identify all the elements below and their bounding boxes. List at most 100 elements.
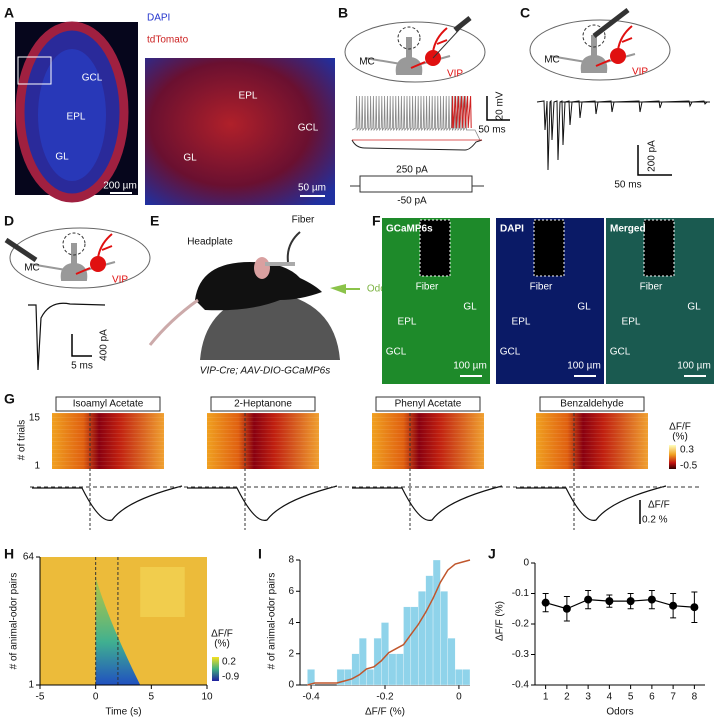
label: GL: [687, 302, 701, 313]
odor-port: [330, 284, 346, 294]
panel-letter: H: [4, 546, 14, 562]
label: Isoamyl Acetate: [73, 399, 144, 410]
heatmap-row: [536, 441, 648, 442]
y-tick-label: 2: [288, 648, 294, 659]
heatmap-row: [536, 417, 648, 418]
odor-title-box: [539, 396, 645, 412]
x-tick-label: 5: [628, 692, 634, 703]
bar: [418, 591, 426, 686]
heatmap-row: [207, 421, 319, 422]
fiber: [286, 231, 301, 263]
label: -0.5: [680, 461, 698, 472]
panel-letter: F: [372, 213, 381, 229]
headplate: [265, 262, 295, 266]
panel-letter: D: [4, 213, 14, 229]
label: GCL: [500, 347, 521, 358]
label: Benzaldehyde: [560, 399, 624, 410]
x-tick-label: 1: [543, 692, 549, 703]
bar: [462, 669, 471, 686]
y-axis-label: ΔF/F (%): [495, 601, 506, 641]
bar: [455, 669, 463, 686]
odor-title-box: [55, 396, 161, 412]
y-tick-label: 8: [288, 555, 294, 566]
label: -0.9: [222, 672, 240, 683]
mouse-ear: [254, 257, 270, 279]
glomerulus: [62, 232, 86, 256]
heatmap-row: [52, 433, 164, 434]
axis: [534, 563, 705, 686]
y-tick-label: 0: [523, 558, 529, 569]
heatmap-row: [207, 453, 319, 454]
odor-title-box: [375, 396, 481, 412]
label: 20 mV: [495, 91, 506, 120]
scale-bar: [486, 96, 510, 121]
point: [690, 603, 699, 612]
label: 15: [29, 413, 41, 424]
label: 0.2 %: [642, 515, 668, 526]
y-tick-label: 64: [23, 552, 35, 563]
x-tick-label: 5: [149, 692, 155, 703]
heatmap-row: [207, 457, 319, 458]
label: 100 µm: [567, 361, 601, 372]
y-axis-label: # of animal-odor pairs: [267, 573, 278, 670]
schematic-outline: [9, 227, 151, 289]
heatmap-row: [52, 425, 164, 426]
label: # of trials: [17, 420, 28, 461]
heatmap-row: [207, 429, 319, 430]
cell-label: MC: [544, 55, 560, 66]
bar: [440, 591, 448, 686]
x-tick-label: -0.2: [376, 692, 394, 703]
heatmap-row: [372, 421, 484, 422]
vip-cell: [610, 48, 626, 64]
label: GL: [463, 302, 477, 313]
point: [541, 598, 550, 607]
heatmap-row: [52, 441, 164, 442]
x-tick-label: -0.4: [302, 692, 320, 703]
label: 400 pA: [99, 329, 110, 361]
bar: [358, 637, 367, 686]
heatmap-row: [207, 413, 319, 414]
label: 2-Heptanone: [234, 399, 292, 410]
label: GL: [183, 153, 197, 164]
mean-trace: [516, 485, 667, 521]
label: 0.3: [680, 445, 694, 456]
schematic-outline: [529, 19, 671, 81]
heatmap-row: [207, 461, 319, 462]
y-tick-label: -0.4: [512, 680, 530, 691]
heatmap-row: [372, 465, 484, 466]
label: 50 ms: [478, 125, 505, 136]
heatmap-row: [207, 441, 319, 442]
label: VIP-Cre; AAV-DIO-GCaMP6s: [200, 366, 330, 377]
heatmap-row: [536, 449, 648, 450]
heatmap-row: [372, 437, 484, 438]
heatmap-row: [372, 413, 484, 414]
heatmap-row: [372, 461, 484, 462]
vip-dendrite: [410, 27, 448, 69]
heatmap-row: [207, 433, 319, 434]
heatmap-row: [207, 449, 319, 450]
label: 200 pA: [647, 140, 658, 172]
x-tick-label: 4: [607, 692, 613, 703]
y-tick-label: -0.3: [512, 649, 530, 660]
label: 0.2: [222, 657, 236, 668]
label: GL: [577, 302, 591, 313]
bar: [307, 669, 315, 686]
heatmap-row: [207, 437, 319, 438]
heatmap-row: [52, 445, 164, 446]
current-trace: [28, 302, 106, 371]
cell-label: VIP: [447, 69, 463, 80]
label: 5 ms: [71, 361, 93, 372]
point: [584, 595, 593, 604]
voltage-trace: [351, 95, 481, 141]
trial-heatmap: [52, 413, 164, 469]
heatmap-row: [207, 465, 319, 466]
x-tick-label: 3: [585, 692, 591, 703]
label: ΔF/F: [648, 500, 670, 511]
heatmap-row: [372, 441, 484, 442]
heatmap-row: [207, 417, 319, 418]
bar: [366, 669, 375, 686]
bar: [425, 575, 434, 686]
y-tick-label: -0.1: [512, 588, 530, 599]
heatmap-row: [536, 461, 648, 462]
label: 50 µm: [298, 183, 326, 194]
